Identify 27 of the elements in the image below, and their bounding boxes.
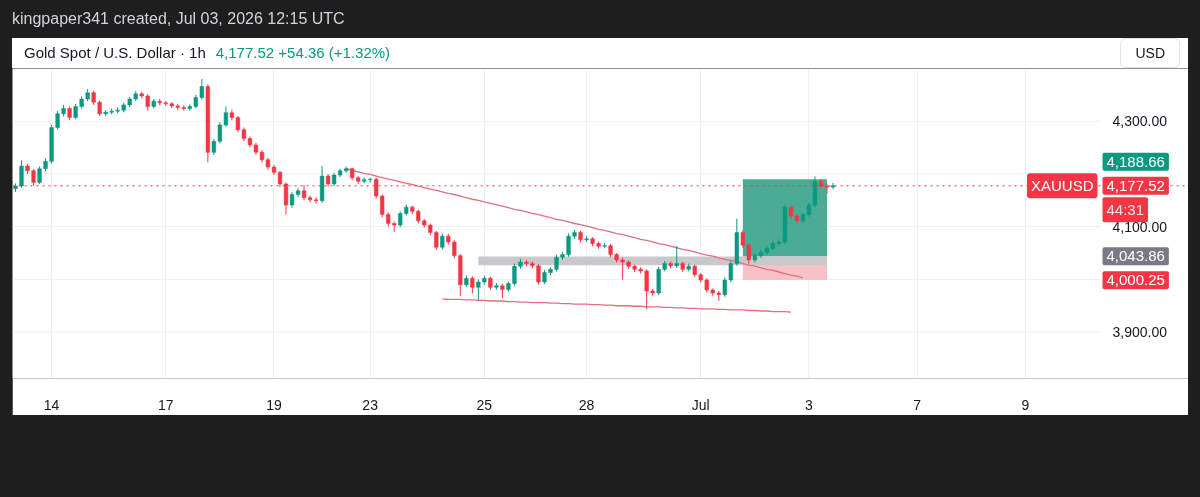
- candlestick: [674, 245, 679, 269]
- chart-title: Gold Spot / U.S. Dollar · 1h: [24, 44, 206, 62]
- annotation: 4,177.52: [1106, 176, 1165, 194]
- x-tick-label: 3: [805, 396, 814, 413]
- y-tick-label: 3,900.00: [1112, 324, 1168, 341]
- text: 4,188.66: [1106, 152, 1165, 170]
- y-tick-label: 4,300.00: [1112, 113, 1168, 130]
- y-tick-label: 4,100.00: [1112, 218, 1168, 235]
- text: 44:31: [1106, 201, 1145, 219]
- x-tick-label: 19: [266, 396, 282, 413]
- x-tick-label: 25: [476, 396, 493, 413]
- x-tick-label: 17: [158, 396, 174, 413]
- x-tick-label: 23: [362, 396, 379, 413]
- text: 4,000.25: [1106, 271, 1165, 289]
- x-tick-label: 9: [1021, 396, 1030, 413]
- x-tick-label: 7: [913, 396, 922, 413]
- x-tick-label: Jul: [691, 396, 710, 413]
- chart-subtitle: 4,177.52 +54.36 (+1.32%): [215, 44, 391, 62]
- candlestick: [344, 166, 349, 174]
- x-tick-label: 28: [578, 396, 595, 413]
- candlestick: [830, 182, 836, 190]
- y-axis-title: USD: [1120, 38, 1180, 68]
- line-series: [441, 298, 792, 313]
- ref-line-label: XAUUSD: [1030, 177, 1094, 195]
- text: kingpaper341 created, Jul 03, 2026 12:15 UTC: [11, 9, 346, 29]
- text: 4,043.86: [1106, 247, 1165, 265]
- x-tick-label: 14: [43, 396, 60, 413]
